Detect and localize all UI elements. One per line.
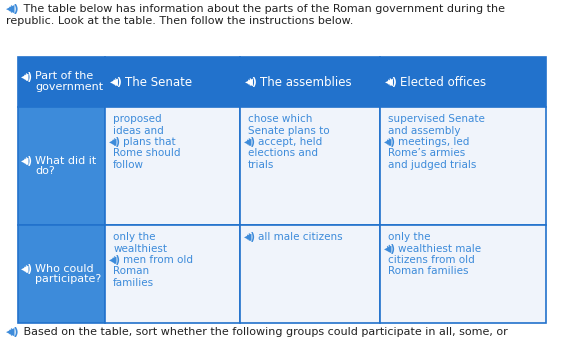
Text: Rome should: Rome should: [113, 148, 180, 158]
Text: The Senate: The Senate: [125, 76, 192, 89]
Text: ◀): ◀): [384, 244, 396, 254]
Text: and judged trials: and judged trials: [388, 160, 476, 170]
Text: ◀): ◀): [6, 327, 20, 337]
Text: Rome’s armies: Rome’s armies: [388, 148, 465, 158]
Bar: [380, 57, 546, 107]
Text: ◀): ◀): [109, 255, 121, 265]
Text: Part of the: Part of the: [35, 71, 93, 81]
Text: ◀): ◀): [110, 77, 123, 87]
Bar: [240, 225, 380, 323]
Text: ◀): ◀): [21, 72, 33, 82]
Bar: [105, 107, 240, 225]
Text: chose which: chose which: [248, 114, 312, 124]
Text: citizens from old: citizens from old: [388, 255, 474, 265]
Text: Senate plans to: Senate plans to: [248, 126, 329, 136]
Text: ◀): ◀): [109, 137, 121, 147]
Bar: [18, 225, 105, 323]
Text: elections and: elections and: [248, 148, 318, 158]
Bar: [240, 57, 380, 107]
Bar: [105, 225, 240, 323]
Text: ◀): ◀): [21, 156, 33, 166]
Bar: [240, 107, 380, 225]
Text: follow: follow: [113, 160, 144, 170]
Bar: [380, 107, 546, 225]
Bar: [380, 225, 546, 323]
Text: Based on the table, sort whether the following groups could participate in all, : Based on the table, sort whether the fol…: [20, 327, 507, 337]
Text: What did it: What did it: [35, 156, 96, 166]
Text: ◀): ◀): [384, 77, 397, 87]
Text: and assembly: and assembly: [388, 126, 460, 136]
Text: do?: do?: [35, 166, 55, 176]
Text: Roman: Roman: [113, 266, 149, 276]
Text: only the: only the: [388, 232, 430, 242]
Text: participate?: participate?: [35, 274, 101, 284]
Text: The assemblies: The assemblies: [260, 76, 351, 89]
Text: trials: trials: [248, 160, 274, 170]
Text: ◀): ◀): [21, 264, 33, 274]
Text: wealthiest: wealthiest: [113, 244, 167, 254]
Text: meetings, led: meetings, led: [398, 137, 469, 147]
Text: government: government: [35, 82, 103, 92]
Text: plans that: plans that: [123, 137, 176, 147]
Text: all male citizens: all male citizens: [258, 232, 342, 242]
Text: wealthiest male: wealthiest male: [398, 244, 481, 254]
Text: Elected offices: Elected offices: [400, 76, 486, 89]
Text: ◀): ◀): [245, 77, 257, 87]
Text: supervised Senate: supervised Senate: [388, 114, 484, 124]
Bar: [105, 57, 240, 107]
Text: ◀): ◀): [6, 4, 20, 14]
Text: The table below has information about the parts of the Roman government during t: The table below has information about th…: [20, 4, 505, 14]
Text: men from old: men from old: [123, 255, 193, 265]
Text: republic. Look at the table. Then follow the instructions below.: republic. Look at the table. Then follow…: [6, 16, 353, 26]
Text: Roman families: Roman families: [388, 266, 468, 276]
Text: ◀): ◀): [384, 137, 396, 147]
Text: ◀): ◀): [244, 137, 256, 147]
Text: families: families: [113, 278, 154, 288]
Text: only the: only the: [113, 232, 156, 242]
Text: ◀): ◀): [244, 232, 256, 242]
Text: proposed: proposed: [113, 114, 162, 124]
Text: Who could: Who could: [35, 264, 94, 274]
Bar: [18, 107, 105, 225]
Text: accept, held: accept, held: [258, 137, 322, 147]
Bar: [18, 57, 105, 107]
Text: ideas and: ideas and: [113, 126, 164, 136]
